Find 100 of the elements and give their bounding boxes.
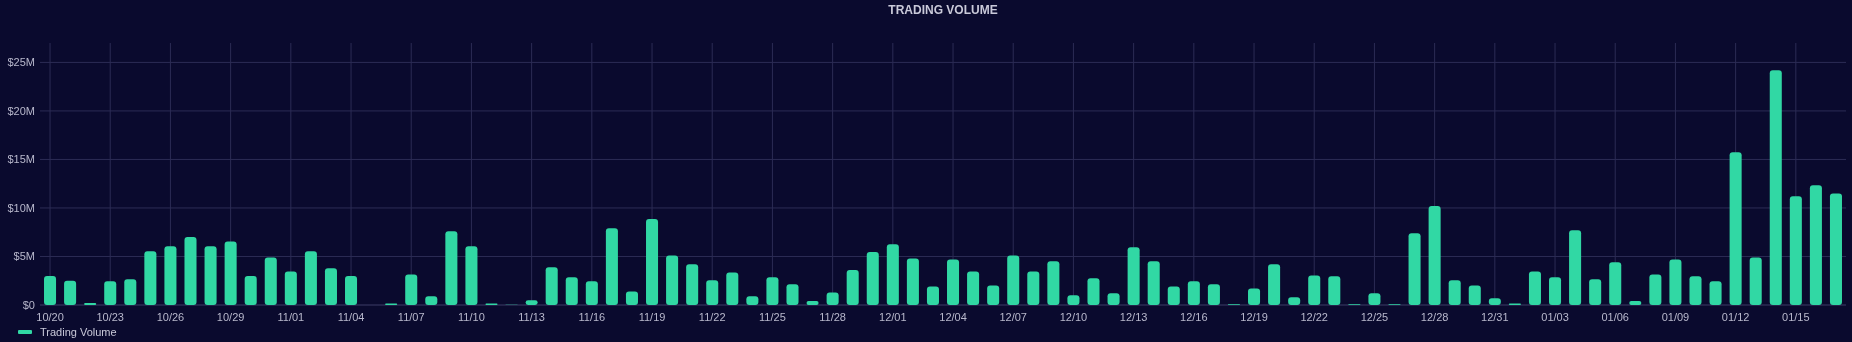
bar [1067,295,1080,305]
bar [1268,264,1281,305]
x-tick-label: 10/23 [96,311,124,323]
bar [425,296,438,305]
x-tick-label: 12/25 [1360,311,1389,323]
x-tick-label: 12/31 [1481,311,1509,323]
x-tick-label: 01/06 [1601,311,1629,323]
bar [545,267,558,305]
bar [646,219,659,305]
bar [445,231,458,305]
bar [585,281,598,305]
bar [1428,206,1441,305]
bar [1809,185,1822,305]
bar [1248,288,1261,305]
bar [164,246,177,305]
bar [1609,262,1622,305]
bar [846,270,859,305]
bar [405,274,418,305]
bar [1589,279,1602,305]
bar [1649,274,1662,305]
x-tick-label: 01/12 [1721,311,1750,323]
bar [1769,70,1782,305]
x-tick-label: 10/26 [156,311,185,323]
bar [686,264,699,305]
x-tick-label: 12/04 [939,311,967,323]
y-tick-label: $0 [22,298,35,311]
x-tick-label: 12/07 [999,311,1027,323]
bar [886,244,899,305]
x-tick-label: 01/09 [1661,311,1690,323]
bar [625,291,638,305]
x-tick-label: 11/01 [277,311,305,323]
bar [1549,277,1562,305]
bar [926,286,939,305]
bar [726,272,739,305]
bar [605,228,618,305]
x-tick-label: 12/01 [879,311,907,323]
bar [1328,276,1341,305]
x-tick-label: 11/16 [578,311,606,323]
bar [766,277,779,305]
x-tick-label: 10/20 [36,311,64,323]
bar [1569,230,1582,305]
x-tick-label: 11/07 [397,311,425,323]
bar [1007,255,1020,305]
bar [284,271,297,305]
x-tick-label: 12/10 [1059,311,1088,323]
x-tick-label: 12/28 [1420,311,1449,323]
bar [1308,275,1321,305]
bar [304,251,317,305]
bar [224,241,237,305]
bar [866,252,879,305]
bar [1047,261,1060,305]
bar [1147,261,1160,305]
x-tick-label: 11/28 [819,311,846,323]
bar [1528,271,1541,305]
bar [1187,281,1200,305]
x-tick-label: 11/13 [518,311,545,323]
bar [264,257,277,305]
bar [64,280,77,305]
bar [1749,257,1762,305]
x-tick-label: 12/16 [1180,311,1208,323]
y-tick-label: $15M [7,153,35,166]
bar [706,280,719,305]
x-tick-label: 12/22 [1300,311,1328,323]
x-tick-label: 11/25 [759,311,786,323]
bar [1027,271,1040,305]
bar [746,296,759,305]
bar [345,275,358,305]
bar [324,268,337,305]
bar [906,258,919,305]
bar [1107,293,1120,305]
legend-label: Trading Volume [40,326,117,338]
bar [525,300,538,305]
bar [465,246,478,305]
bar [1789,196,1802,305]
bar [1408,233,1421,305]
bar [244,275,257,305]
bar [947,259,960,305]
y-tick-label: $5M [13,250,35,263]
bar [826,292,839,305]
chart-title: TRADING VOLUME [888,3,998,17]
bar [44,275,57,305]
bar [1288,297,1301,305]
bar [1127,247,1140,305]
x-tick-label: 11/22 [698,311,726,323]
bar [124,279,137,305]
bar [1448,280,1461,305]
bar [1729,152,1742,305]
x-tick-label: 01/03 [1541,311,1569,323]
bar [1689,276,1702,305]
bar [987,285,1000,305]
x-tick-label: 11/10 [458,311,485,323]
bar [1709,281,1722,305]
bar [1087,278,1100,305]
x-tick-label: 11/19 [638,311,666,323]
bar [806,301,819,305]
bar [666,255,679,305]
x-tick-label: 12/19 [1240,311,1268,323]
x-tick-label: 12/13 [1119,311,1148,323]
x-tick-label: 01/15 [1782,311,1810,323]
bar [786,284,799,305]
